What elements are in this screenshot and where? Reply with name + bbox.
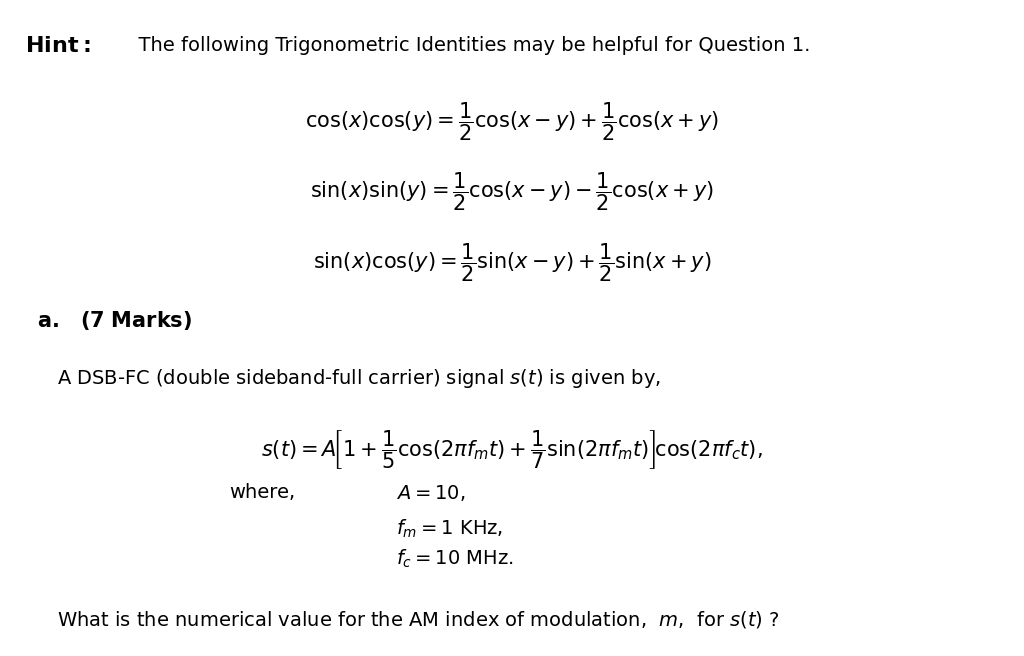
Text: $f_c=10$ MHz.: $f_c=10$ MHz. — [396, 548, 514, 570]
Text: $f_m=1$ KHz,: $f_m=1$ KHz, — [396, 518, 503, 540]
Text: $\sin(x)\sin(y)=\dfrac{1}{2}\cos(x-y)-\dfrac{1}{2}\cos(x+y)$: $\sin(x)\sin(y)=\dfrac{1}{2}\cos(x-y)-\d… — [310, 171, 714, 213]
Text: $\mathbf{Hint:}$: $\mathbf{Hint:}$ — [26, 36, 90, 56]
Text: where,: where, — [229, 483, 295, 502]
Text: $s(t)=A\!\left[1+\dfrac{1}{5}\cos(2\pi f_m t)+\dfrac{1}{7}\sin(2\pi f_m t)\right: $s(t)=A\!\left[1+\dfrac{1}{5}\cos(2\pi f… — [261, 428, 763, 470]
Text: What is the numerical value for the AM index of modulation,  $m$,  for $s(t)$ ?: What is the numerical value for the AM i… — [57, 609, 780, 630]
Text: $A=10,$: $A=10,$ — [396, 483, 465, 503]
Text: A DSB-FC (double sideband-full carrier) signal $s(t)$ is given by,: A DSB-FC (double sideband-full carrier) … — [57, 367, 662, 390]
Text: $\sin(x)\cos(y)=\dfrac{1}{2}\sin(x-y)+\dfrac{1}{2}\sin(x+y)$: $\sin(x)\cos(y)=\dfrac{1}{2}\sin(x-y)+\d… — [312, 241, 712, 284]
Text: The following Trigonometric Identities may be helpful for Question 1.: The following Trigonometric Identities m… — [126, 36, 811, 55]
Text: $\mathbf{a.\;\;\;(7\ Marks)}$: $\mathbf{a.\;\;\;(7\ Marks)}$ — [37, 309, 193, 332]
Text: $\cos(x)\cos(y)=\dfrac{1}{2}\cos(x-y)+\dfrac{1}{2}\cos(x+y)$: $\cos(x)\cos(y)=\dfrac{1}{2}\cos(x-y)+\d… — [305, 100, 719, 142]
